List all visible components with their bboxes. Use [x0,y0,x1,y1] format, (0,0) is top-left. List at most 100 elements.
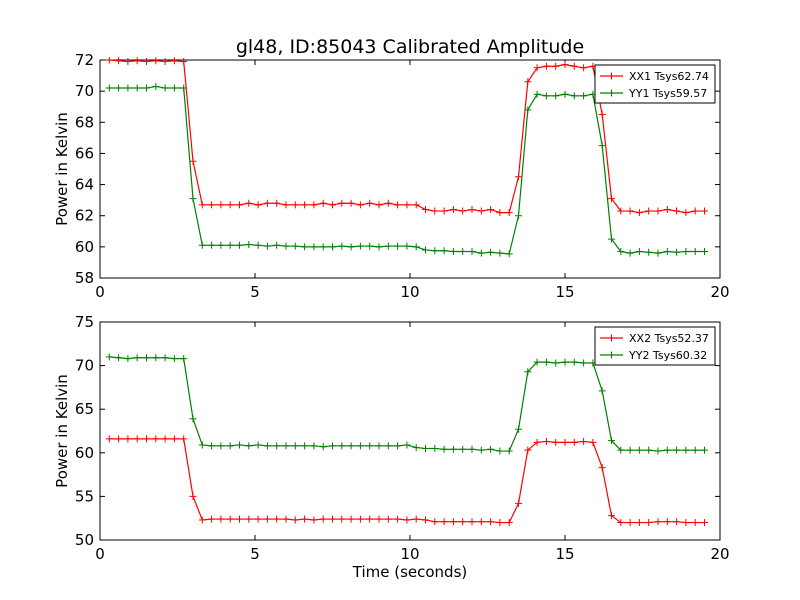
top-data-point [496,209,504,217]
top-data-point [645,248,653,256]
bottom-data-point [533,358,541,366]
top-data-point [654,249,662,257]
top-data-point [236,201,243,209]
top-data-point [449,205,457,213]
bottom-data-point [701,446,708,454]
bottom-data-point [487,445,495,453]
bottom-data-point [403,516,411,524]
bottom-data-point [356,442,364,450]
bottom-data-point [124,435,132,443]
bottom-data-point [589,438,597,446]
top-data-point [236,241,243,249]
bottom-data-point [236,441,243,449]
bottom-data-point [459,445,467,453]
top-data-point [143,84,150,92]
top-data-point [198,241,206,249]
top-data-point [301,243,309,251]
bottom-data-point [663,446,671,454]
bottom-data-point [319,443,327,451]
top-data-point [366,242,374,250]
bottom-data-point [701,519,708,527]
top-data-point [310,243,318,251]
bottom-data-point [273,515,281,523]
bottom-data-point [533,438,541,446]
bottom-data-point [282,515,290,523]
top-legend-label: XX1 Tsys62.74 [629,70,709,83]
bottom-y-tick-label: 70 [75,357,94,375]
top-data-point [477,207,485,215]
top-data-point [412,243,420,251]
bottom-data-point [375,515,383,523]
bottom-data-point [580,437,588,445]
bottom-data-point [143,435,150,443]
bottom-data-point [403,441,411,449]
top-data-point [431,247,439,255]
bottom-data-point [440,445,448,453]
bottom-data-point [217,515,225,523]
bottom-data-point [608,437,615,445]
top-data-point [366,199,374,207]
bottom-data-point [170,355,178,363]
bottom-series-xx [105,435,708,527]
top-data-point [291,201,299,209]
bottom-data-point [412,444,420,452]
bottom-data-point [394,442,402,450]
top-series-xx [105,57,708,217]
bottom-data-point [133,435,141,443]
bottom-data-point [310,516,318,524]
bottom-data-point [487,518,495,526]
top-data-point [143,58,150,66]
bottom-data-point [198,516,206,524]
top-data-point [431,207,439,215]
bottom-data-point [198,441,206,449]
top-data-point [440,207,448,215]
top-y-tick-label: 64 [75,176,94,194]
bottom-data-point [412,515,420,523]
bottom-data-point [468,445,476,453]
bottom-data-point [505,447,513,455]
top-data-point [542,62,550,70]
bottom-data-point [245,515,253,523]
top-data-point [208,241,216,249]
top-legend-marker [608,89,615,97]
bottom-data-point [384,442,392,450]
bottom-data-point [189,415,197,423]
bottom-data-point [366,442,374,450]
top-data-point [282,201,290,209]
top-data-point [384,199,392,207]
bottom-legend-marker [608,334,615,342]
bottom-data-point [273,442,281,450]
top-data-point [319,243,327,251]
top-data-point [505,209,513,217]
bottom-data-point [449,445,457,453]
top-data-point [375,243,383,251]
top-y-tick-label: 58 [75,269,94,287]
bottom-x-tick-label: 5 [250,545,260,563]
top-data-point [645,207,653,215]
bottom-data-point [580,359,588,367]
bottom-data-point [152,354,160,362]
bottom-data-point [394,515,402,523]
top-data-point [245,241,253,249]
top-data-point [273,199,281,207]
bottom-data-point [617,519,625,527]
top-data-point [208,201,216,209]
bottom-data-point [542,358,550,366]
bottom-data-point [477,446,485,454]
bottom-data-point [598,464,606,472]
top-y-tick-label: 70 [75,82,94,100]
top-data-point [263,199,271,207]
bottom-data-point [496,447,504,455]
top-data-point [133,57,141,65]
bottom-data-point [338,442,346,450]
top-x-tick-label: 15 [555,283,574,301]
bottom-data-point [301,442,309,450]
top-data-point [338,242,346,250]
bottom-data-point [291,442,299,450]
bottom-data-point [449,518,457,526]
top-data-point [608,195,615,203]
top-data-point [487,205,495,213]
bottom-y-tick-label: 50 [75,531,94,549]
top-data-point [673,248,681,256]
top-data-point [580,64,588,72]
